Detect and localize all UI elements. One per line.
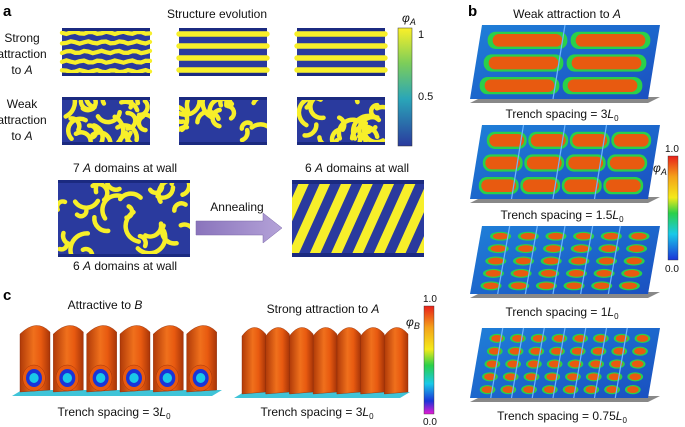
caption-b-3: Trench spacing = 1L0: [505, 305, 619, 321]
panel-b-title: Weak attraction to A: [513, 7, 621, 21]
snapshot-weak-1: [62, 97, 150, 145]
svg-text:1: 1: [418, 29, 424, 41]
snapshot-weak-2: [179, 97, 267, 145]
svg-text:1.0: 1.0: [423, 294, 437, 305]
right-top-label: 6 A domains at wall: [305, 161, 409, 175]
colorbar-c: 1.0 φB 0.0: [406, 294, 437, 427]
caption-c-left: Trench spacing = 3L0: [57, 405, 171, 421]
svg-text:φA: φA: [402, 11, 416, 27]
panel-label-b: b: [468, 3, 477, 20]
snapshot-before-annealing: [58, 180, 190, 257]
svg-text:Weak: Weak: [7, 97, 38, 111]
svg-text:to A: to A: [11, 63, 32, 77]
snapshot-after-annealing: [292, 180, 424, 257]
panel-a-title: Structure evolution: [167, 7, 267, 21]
left-top-label: 7 A domains at wall: [73, 161, 177, 175]
panel-c-left-title: Attractive to B: [68, 298, 143, 312]
svg-text:1.0: 1.0: [665, 144, 679, 155]
annealing-arrow: Annealing: [195, 200, 283, 244]
colorbar-b: 1.0 φA 0.0: [653, 144, 679, 275]
panel-c-right-title: Strong attraction to A: [267, 302, 380, 316]
trench-3d-1.5L0: [470, 124, 660, 203]
caption-b-1: Trench spacing = 3L0: [505, 107, 619, 123]
snapshot-weak-3: [297, 97, 385, 145]
snapshot-strong-2: [176, 28, 270, 76]
caption-b-4: Trench spacing = 0.75L0: [497, 409, 627, 425]
snapshot-strong-1: [59, 28, 153, 76]
svg-text:φB: φB: [406, 315, 420, 331]
svg-text:attraction: attraction: [0, 113, 47, 127]
svg-text:to A: to A: [11, 129, 32, 143]
row-label-weak: Weak attraction to A: [0, 97, 47, 143]
snapshot-strong-3: [294, 28, 388, 76]
caption-b-2: Trench spacing = 1.5L0: [500, 208, 624, 224]
cylinders-attractive-B: [12, 325, 222, 396]
caption-c-right: Trench spacing = 3L0: [260, 405, 374, 421]
svg-text:φA: φA: [653, 161, 667, 177]
colorbar-a: φA 1 0.5: [397, 11, 433, 147]
panel-label-c: c: [3, 287, 11, 304]
svg-text:0.0: 0.0: [665, 264, 679, 275]
svg-text:Strong: Strong: [4, 31, 39, 45]
cylinders-strong-A: [234, 327, 410, 398]
svg-text:0.0: 0.0: [423, 417, 437, 427]
svg-text:0.5: 0.5: [418, 91, 433, 103]
trench-3d-1L0: [470, 225, 660, 298]
panel-label-a: a: [3, 3, 12, 20]
left-bottom-label: 6 A domains at wall: [73, 259, 177, 273]
svg-text:Annealing: Annealing: [210, 200, 263, 214]
row-label-strong: Strong attraction to A: [0, 31, 47, 77]
trench-3d-0.75L0: [470, 327, 660, 402]
svg-text:attraction: attraction: [0, 47, 47, 61]
trench-3d-3L0: [470, 24, 660, 103]
